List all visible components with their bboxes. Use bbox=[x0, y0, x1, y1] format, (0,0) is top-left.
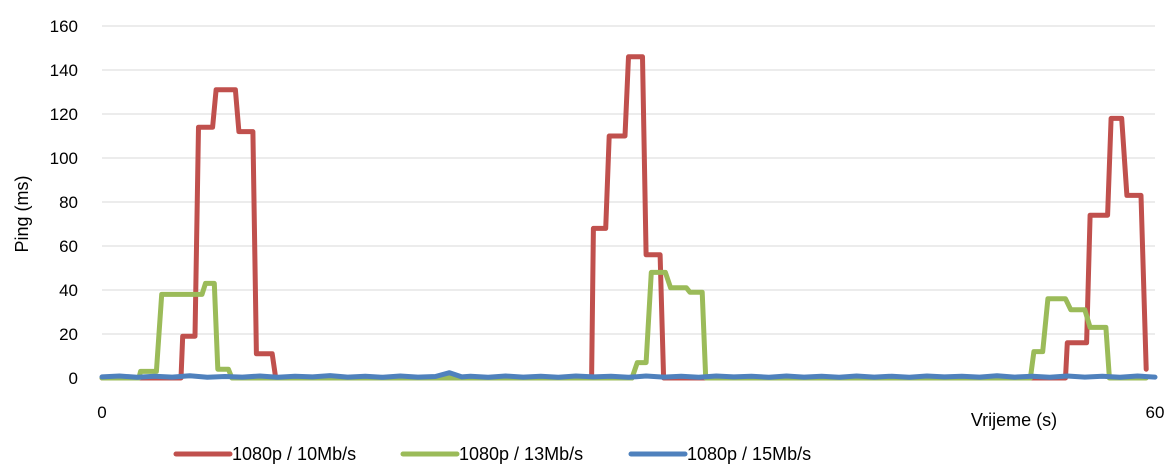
legend-label: 1080p / 10Mb/s bbox=[232, 444, 356, 464]
y-tick-label: 140 bbox=[50, 61, 78, 80]
y-axis-title: Ping (ms) bbox=[12, 175, 32, 252]
series-line-2 bbox=[99, 269, 1149, 381]
y-tick-label: 100 bbox=[50, 149, 78, 168]
y-tick-label: 60 bbox=[59, 237, 78, 256]
legend-label: 1080p / 15Mb/s bbox=[687, 444, 811, 464]
y-tick-label: 40 bbox=[59, 281, 78, 300]
y-tick-label: 160 bbox=[50, 17, 78, 36]
y-tick-label: 0 bbox=[69, 369, 78, 388]
y-axis-tick-labels: 0 20 40 60 80 100 120 140 160 bbox=[50, 17, 78, 388]
y-tick-label: 120 bbox=[50, 105, 78, 124]
y-tick-label: 20 bbox=[59, 325, 78, 344]
legend-label: 1080p / 13Mb/s bbox=[459, 444, 583, 464]
series-line-1 bbox=[99, 54, 1149, 381]
x-tick-label: 0 bbox=[97, 403, 106, 422]
x-tick-label: 60 bbox=[1146, 403, 1165, 422]
y-tick-label: 80 bbox=[59, 193, 78, 212]
series-line-3 bbox=[99, 370, 1158, 380]
series-lines bbox=[99, 54, 1158, 381]
x-axis-title: Vrijeme (s) bbox=[971, 410, 1057, 430]
legend: 1080p / 10Mb/s 1080p / 13Mb/s 1080p / 15Mb… bbox=[173, 444, 811, 464]
gridlines bbox=[102, 25, 1155, 379]
x-axis-tick-labels: 0 60 bbox=[97, 403, 1164, 422]
